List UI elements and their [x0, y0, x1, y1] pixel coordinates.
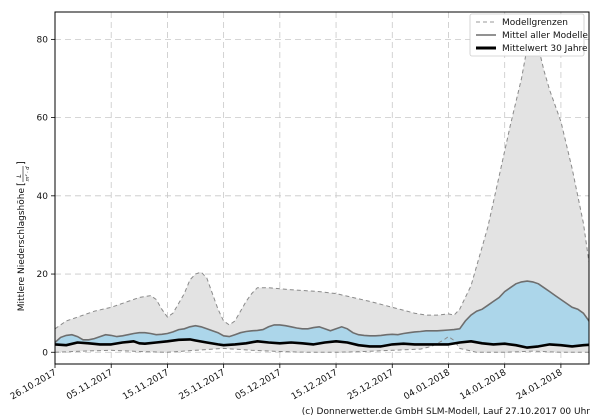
legend-box	[469, 13, 585, 57]
y-axis-label-unit-den: m² · d	[25, 166, 31, 182]
y-axis-label-main: Mittlere Niederschlagshöhe	[17, 188, 27, 312]
y-tick-label: 40	[37, 192, 49, 202]
y-tick-label: 20	[37, 270, 49, 280]
y-axis-label-bracket-open: [	[16, 182, 27, 186]
x-tick-label: 05.12.2017	[234, 368, 284, 402]
upper-bound-line	[55, 38, 589, 330]
legend-label-model-mean: Mittel aller Modelle	[502, 31, 588, 41]
x-tick-label: 25.11.2017	[178, 368, 228, 402]
x-tick-label: 24.01.2018	[515, 368, 565, 403]
x-tick-label: 25.12.2017	[346, 368, 396, 402]
y-axis-label-bracket-close: ]	[16, 161, 27, 165]
x-tick-label: 14.01.2018	[459, 368, 509, 403]
y-tick-label: 0	[42, 348, 48, 358]
lower-bound-line	[55, 335, 589, 353]
x-tick-label: 15.12.2017	[290, 368, 340, 402]
model-mean-area	[55, 281, 589, 348]
x-tick-label: 04.01.2018	[402, 368, 452, 403]
legend: Modellgrenzen Mittel aller Modelle Mitte…	[469, 13, 588, 57]
x-tick-label: 26.10.2017	[9, 368, 59, 402]
y-axis-label: Mittlere Niederschlagshöhe [ L m² · d ]	[16, 161, 31, 311]
y-axis-label-unit-num: L	[16, 174, 23, 177]
y-tick-label: 80	[37, 35, 49, 45]
legend-label-model-bounds: Modellgrenzen	[502, 18, 568, 28]
x-tick-label: 15.11.2017	[121, 368, 171, 402]
y-tick-label: 60	[37, 114, 49, 124]
copyright-footer: (c) Donnerwetter.de GmbH SLM-Modell, Lau…	[301, 407, 590, 417]
plot-frame	[54, 11, 590, 365]
legend-label-climate-mean: Mittelwert 30 Jahre	[502, 44, 588, 54]
series-layer	[55, 38, 589, 353]
x-tick-label: 05.11.2017	[65, 368, 115, 402]
model-mean-line	[55, 280, 589, 344]
climate-mean-line	[55, 338, 589, 349]
